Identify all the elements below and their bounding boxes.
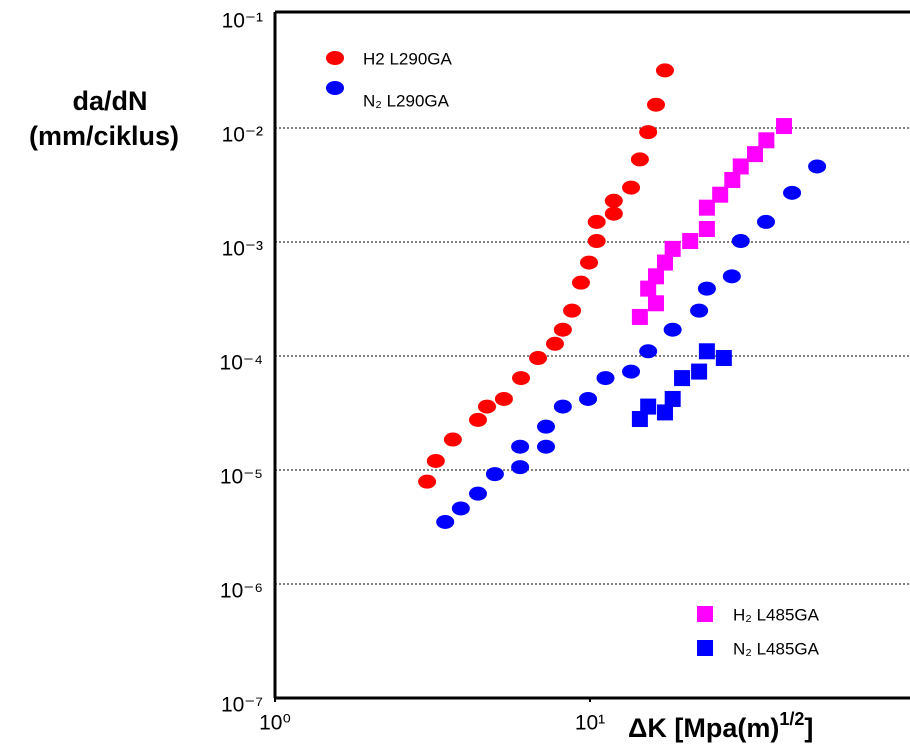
data-point (647, 295, 664, 312)
data-point (697, 281, 716, 296)
data-point (731, 234, 750, 249)
x-tick-label: 10⁰ (259, 712, 291, 735)
data-point (563, 303, 582, 318)
data-point (545, 336, 564, 351)
data-point (691, 363, 708, 380)
data-point (537, 439, 556, 454)
y-tick-label: 10⁻⁴ (220, 352, 263, 375)
data-point (604, 193, 623, 208)
data-point (698, 343, 715, 360)
data-point (715, 350, 732, 367)
data-point (587, 214, 606, 229)
data-point (690, 303, 709, 318)
data-point (664, 240, 681, 257)
data-point (436, 514, 455, 529)
data-point (580, 255, 599, 270)
data-point (746, 146, 763, 163)
legend-swatch (326, 81, 344, 95)
data-point (698, 221, 715, 238)
data-point (698, 199, 715, 216)
data-point (553, 399, 572, 414)
data-point (631, 411, 648, 428)
legend-label: H2 L290GA (363, 49, 452, 68)
data-point (468, 486, 487, 501)
data-point (418, 474, 437, 489)
data-point (571, 275, 590, 290)
legend-swatch (697, 606, 713, 622)
data-point (647, 268, 664, 285)
data-point (776, 118, 793, 135)
data-point (512, 371, 531, 386)
data-point (553, 322, 572, 337)
y-tick-label: 10⁻² (222, 124, 263, 147)
legend-swatch (697, 640, 713, 656)
data-point (478, 399, 497, 414)
data-point (443, 432, 462, 447)
y-tick-label: 10⁻¹ (222, 10, 263, 33)
data-point (655, 63, 674, 78)
data-point (663, 322, 682, 337)
data-point (674, 370, 691, 387)
data-point (468, 412, 487, 427)
data-point (604, 206, 623, 221)
data-point (537, 419, 556, 434)
data-point (783, 185, 802, 200)
data-point (596, 371, 615, 386)
data-point (426, 453, 445, 468)
y-tick-label: 10⁻⁵ (220, 466, 263, 489)
y-tick-label: 10⁻⁷ (221, 694, 263, 717)
data-point (639, 344, 658, 359)
data-point (656, 404, 673, 421)
data-point (622, 180, 641, 195)
data-point (579, 391, 598, 406)
data-point (712, 186, 729, 203)
data-point (682, 233, 699, 250)
data-point (630, 152, 649, 167)
data-point (494, 391, 513, 406)
data-point (732, 158, 749, 175)
data-point (529, 351, 548, 366)
data-point (587, 234, 606, 249)
data-point (724, 171, 741, 188)
y-tick-label: 10⁻⁶ (220, 580, 263, 603)
data-point (631, 308, 648, 325)
legend-label: N₂ L485GA (733, 639, 820, 658)
data-point (622, 364, 641, 379)
x-tick-label: 10¹ (575, 712, 605, 735)
data-point (511, 439, 530, 454)
data-point (756, 214, 775, 229)
data-point (640, 398, 657, 415)
data-point (808, 159, 827, 174)
legend-swatch (326, 51, 344, 65)
data-point (646, 97, 665, 112)
y-tick-label: 10⁻³ (222, 238, 263, 261)
data-point (451, 501, 470, 516)
data-point (722, 269, 741, 284)
legend-label: H₂ L485GA (733, 605, 820, 624)
x-axis-label: ΔK [Mpa(m)1/2] (628, 709, 813, 743)
y-axis-label: (mm/ciklus) (29, 121, 179, 151)
data-point (485, 467, 504, 482)
y-axis-label: da/dN (72, 86, 147, 116)
data-point (511, 460, 530, 475)
data-point (664, 390, 681, 407)
legend-label: N₂ L290GA (363, 91, 450, 110)
data-point (640, 280, 657, 297)
data-point (639, 125, 658, 140)
data-point (656, 254, 673, 271)
data-point (758, 132, 775, 149)
